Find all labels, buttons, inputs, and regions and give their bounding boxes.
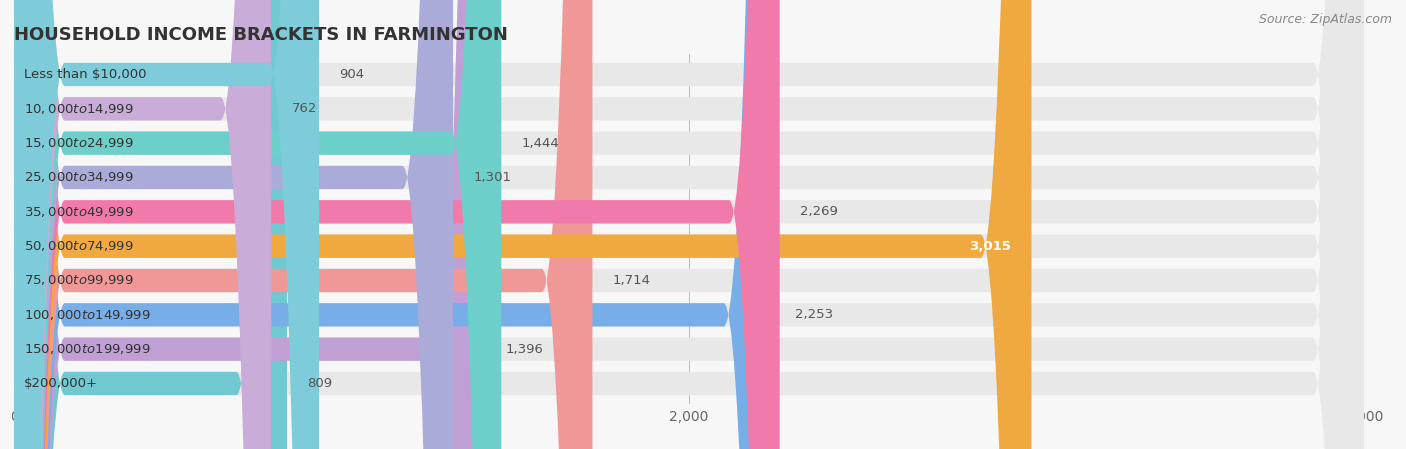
Text: Less than $10,000: Less than $10,000 [24,68,146,81]
FancyBboxPatch shape [14,0,592,449]
FancyBboxPatch shape [14,0,1364,449]
Text: Source: ZipAtlas.com: Source: ZipAtlas.com [1258,13,1392,26]
FancyBboxPatch shape [14,0,775,449]
Text: 809: 809 [308,377,332,390]
Text: $150,000 to $199,999: $150,000 to $199,999 [24,342,150,356]
FancyBboxPatch shape [14,0,453,449]
Text: 904: 904 [339,68,364,81]
FancyBboxPatch shape [14,0,1364,449]
Text: 762: 762 [291,102,316,115]
Text: 1,444: 1,444 [522,136,560,150]
Text: $50,000 to $74,999: $50,000 to $74,999 [24,239,134,253]
Text: HOUSEHOLD INCOME BRACKETS IN FARMINGTON: HOUSEHOLD INCOME BRACKETS IN FARMINGTON [14,26,508,44]
FancyBboxPatch shape [14,0,780,449]
FancyBboxPatch shape [14,0,1364,449]
Text: 2,253: 2,253 [794,308,832,321]
Text: 1,301: 1,301 [474,171,512,184]
FancyBboxPatch shape [14,0,502,449]
Text: $25,000 to $34,999: $25,000 to $34,999 [24,171,134,185]
FancyBboxPatch shape [14,0,1364,449]
Text: $15,000 to $24,999: $15,000 to $24,999 [24,136,134,150]
FancyBboxPatch shape [14,0,1032,449]
Text: 1,396: 1,396 [505,343,543,356]
Text: 1,714: 1,714 [613,274,651,287]
FancyBboxPatch shape [14,0,1364,449]
FancyBboxPatch shape [14,0,485,449]
Text: 2,269: 2,269 [800,205,838,218]
FancyBboxPatch shape [14,0,319,449]
FancyBboxPatch shape [14,0,1364,449]
Text: $200,000+: $200,000+ [24,377,98,390]
FancyBboxPatch shape [14,0,271,449]
Text: 3,015: 3,015 [969,240,1011,253]
Text: $35,000 to $49,999: $35,000 to $49,999 [24,205,134,219]
FancyBboxPatch shape [14,0,1364,449]
Text: $10,000 to $14,999: $10,000 to $14,999 [24,102,134,116]
FancyBboxPatch shape [14,0,1364,449]
FancyBboxPatch shape [14,0,1364,449]
FancyBboxPatch shape [14,0,1364,449]
Text: $100,000 to $149,999: $100,000 to $149,999 [24,308,150,322]
FancyBboxPatch shape [14,0,287,449]
Text: $75,000 to $99,999: $75,000 to $99,999 [24,273,134,287]
